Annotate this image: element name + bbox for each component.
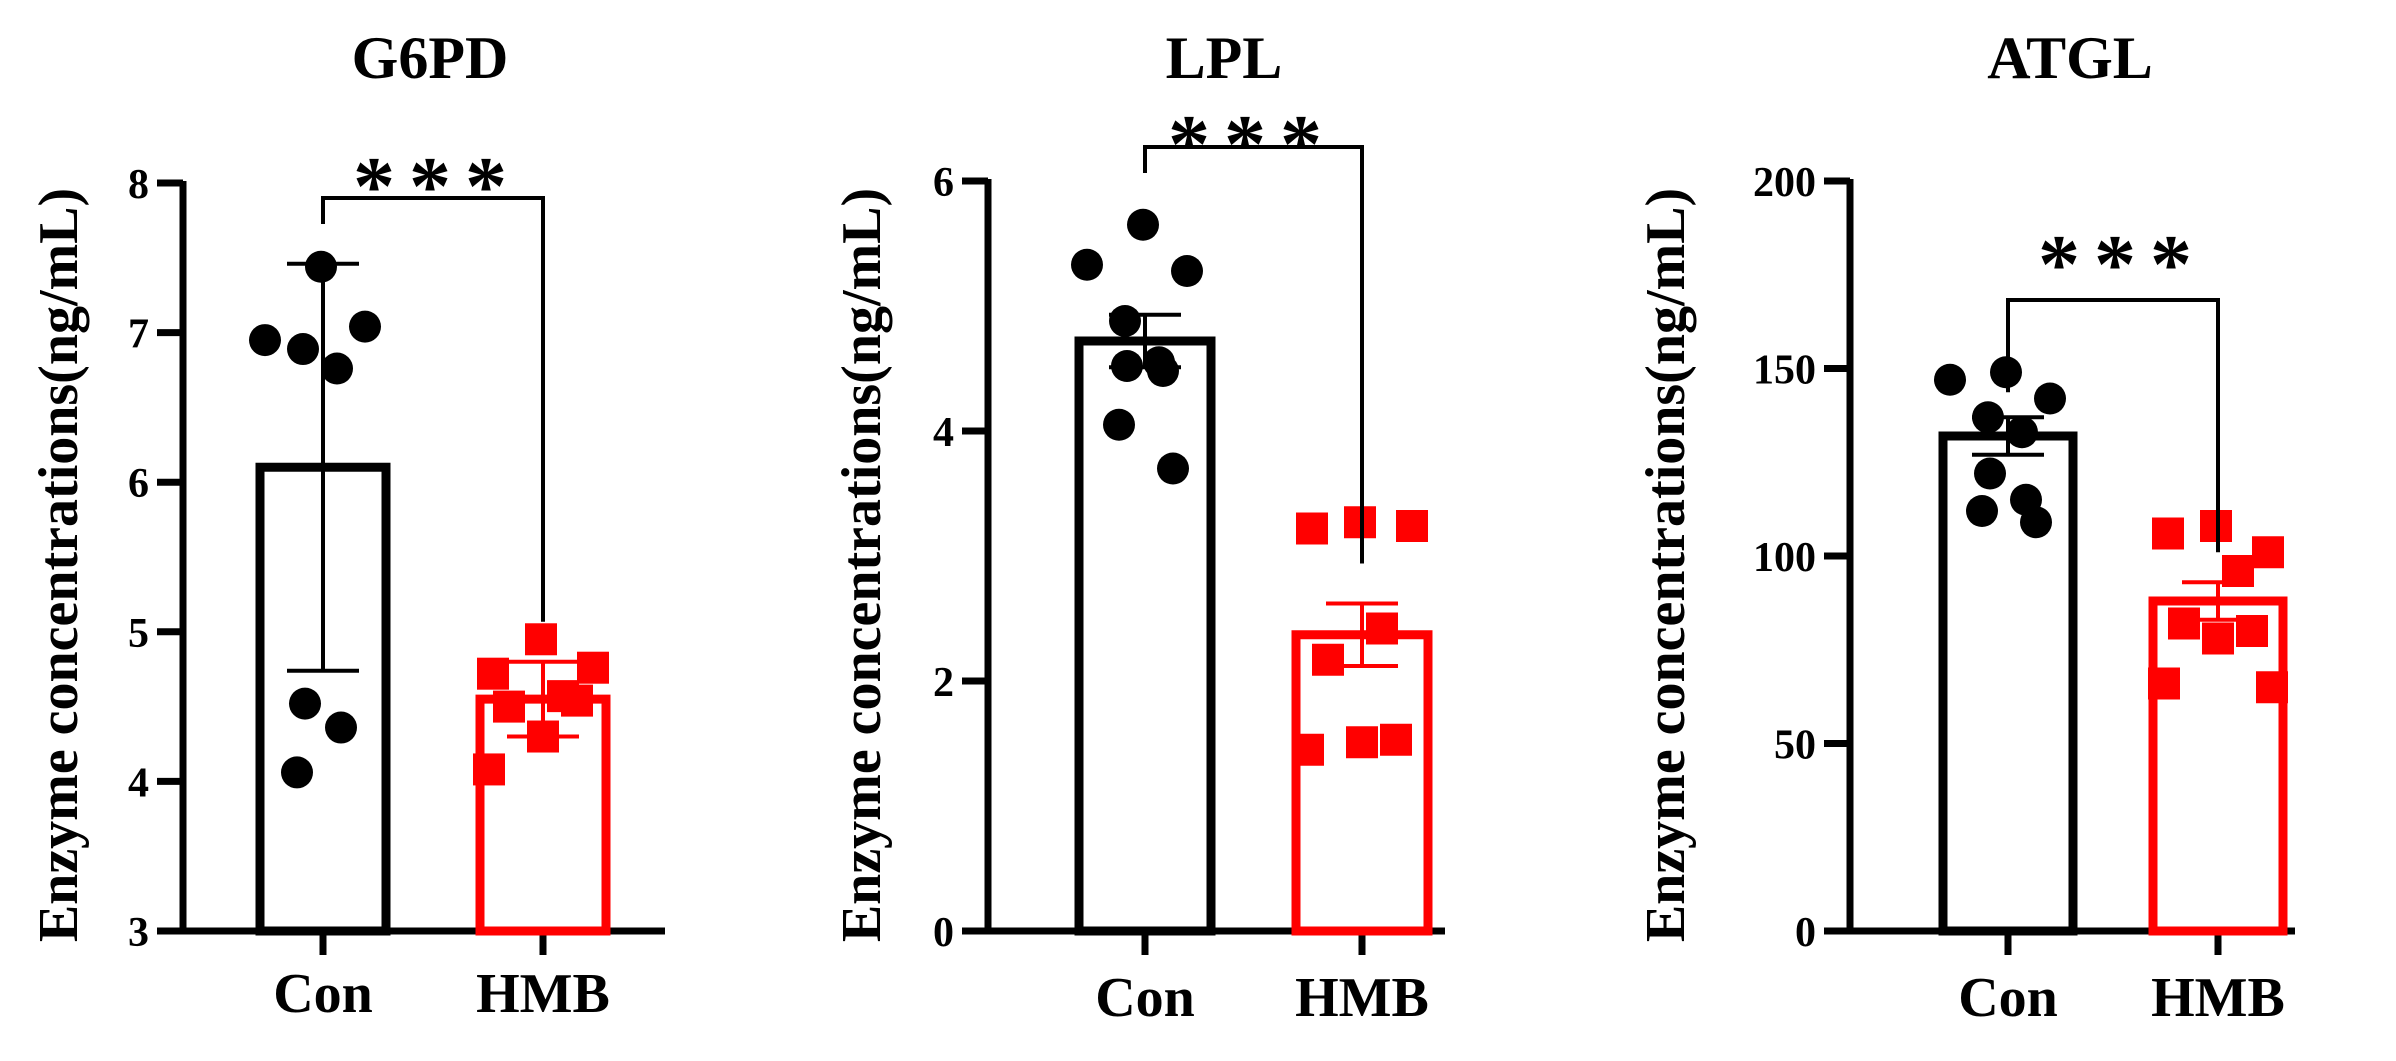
data-point: [1071, 248, 1103, 281]
y-tick-label: 5: [128, 611, 149, 657]
category-label-hmb: HMB: [1295, 967, 1429, 1029]
data-point: [1103, 408, 1135, 441]
data-point: [2148, 667, 2180, 700]
chart-title: ATGL: [1987, 25, 2153, 91]
data-point: [2256, 671, 2288, 704]
chart-title: G6PD: [352, 25, 509, 91]
data-point: [2034, 382, 2066, 415]
y-axis-label: Enzyme concentrations(ng/mL): [1635, 188, 1697, 942]
y-axis-label: Enzyme concentrations(ng/mL): [28, 188, 90, 942]
significance-bracket: [321, 196, 545, 622]
category-label-con: Con: [1095, 967, 1195, 1029]
y-tick-label: 4: [128, 760, 149, 806]
category-label-con: Con: [273, 963, 373, 1025]
y-tick-label: 3: [128, 910, 149, 956]
data-point: [1972, 401, 2004, 434]
data-point: [2222, 555, 2254, 587]
data-point: [249, 324, 281, 357]
data-point: [287, 333, 319, 366]
significance-bracket: [2006, 298, 2220, 553]
data-point: [527, 720, 559, 753]
data-point: [1974, 457, 2006, 490]
significance-bracket: [1143, 145, 1364, 564]
data-point: [561, 684, 593, 717]
data-point: [525, 623, 557, 656]
data-point: [473, 753, 505, 786]
y-tick-label: 6: [128, 461, 149, 507]
data-point: [1109, 305, 1141, 337]
data-point: [1966, 495, 1998, 527]
data-point: [1312, 643, 1344, 676]
data-point: [1147, 355, 1179, 387]
y-tick-label: 2: [933, 660, 954, 706]
y-tick-label: 0: [933, 910, 954, 956]
data-point: [1292, 733, 1324, 766]
data-point: [1157, 452, 1189, 485]
category-label-con: Con: [1958, 967, 2058, 1029]
data-point: [289, 687, 321, 720]
chart-title: LPL: [1166, 25, 1283, 91]
bar-hmb: [1291, 630, 1433, 936]
bar-con: [1938, 431, 2078, 936]
data-point: [1296, 512, 1328, 545]
data-point: [493, 690, 525, 723]
y-tick-label: 150: [1753, 348, 1816, 394]
data-point: [1396, 510, 1428, 542]
y-axis-label: Enzyme concentrations(ng/mL): [831, 188, 893, 942]
data-point: [2152, 517, 2184, 550]
y-tick-label: 8: [128, 162, 149, 208]
y-tick-label: 6: [933, 160, 954, 206]
data-point: [1111, 350, 1143, 382]
data-point: [2020, 506, 2052, 539]
data-point: [2168, 607, 2200, 640]
data-point: [325, 711, 357, 744]
category-label-hmb: HMB: [476, 963, 610, 1025]
y-tick-label: 50: [1774, 723, 1816, 769]
data-point: [349, 310, 381, 343]
data-point: [1127, 208, 1159, 241]
data-point: [2006, 416, 2038, 449]
panel-g6pd: G6PD Enzyme concentrations(ng/mL) Con HM…: [28, 25, 665, 1025]
data-point: [1171, 255, 1203, 287]
panel-lpl: LPL Enzyme concentrations(ng/mL) Con HMB…: [831, 25, 1445, 1029]
data-point: [281, 756, 313, 789]
data-point: [577, 651, 609, 684]
y-tick-label: 0: [1795, 910, 1816, 956]
panel-atgl: ATGL Enzyme concentrations(ng/mL) Con HM…: [1635, 25, 2295, 1029]
significance-label: ***: [353, 140, 521, 233]
y-tick-label: 200: [1753, 160, 1816, 206]
data-point: [1346, 726, 1378, 759]
data-point: [2202, 622, 2234, 655]
significance-label: ***: [2038, 218, 2206, 311]
y-tick-label: 7: [128, 312, 149, 358]
data-point: [2252, 536, 2284, 569]
data-point: [477, 657, 509, 690]
significance-label: ***: [1168, 98, 1336, 191]
data-point: [1380, 723, 1412, 756]
data-point: [2236, 615, 2268, 647]
data-point: [305, 250, 337, 283]
bar-con: [1074, 336, 1216, 936]
data-point: [1366, 612, 1398, 645]
data-point: [1934, 363, 1966, 396]
data-point: [321, 352, 353, 385]
y-tick-label: 4: [933, 410, 954, 456]
y-tick-label: 100: [1753, 535, 1816, 581]
category-label-hmb: HMB: [2151, 967, 2285, 1029]
